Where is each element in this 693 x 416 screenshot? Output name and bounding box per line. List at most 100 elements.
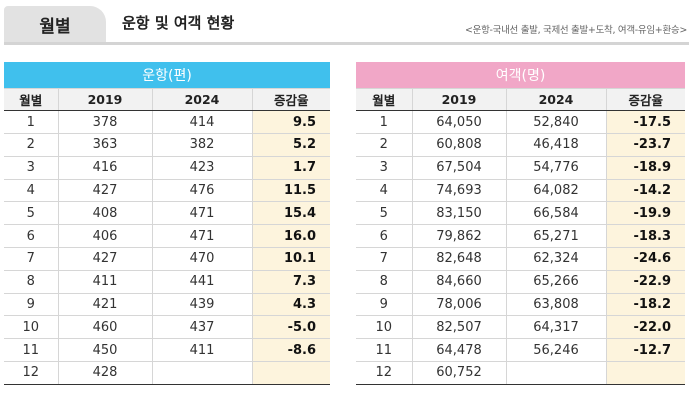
month-cell: 4 (4, 179, 58, 203)
value-2019-cell: 84,660 (411, 270, 506, 294)
table-row: 6 79,862 65,271 -18.3 (356, 224, 686, 249)
value-2024-cell: 471 (151, 224, 252, 249)
month-cell: 7 (4, 247, 58, 271)
column-header-change-rate: 증감율 (251, 88, 331, 112)
value-2024-cell: 423 (151, 156, 252, 180)
month-cell: 8 (4, 270, 58, 294)
table-row: 11 64,478 56,246 -12.7 (356, 338, 686, 363)
month-cell: 9 (4, 293, 58, 317)
value-2019-cell: 67,504 (411, 156, 506, 180)
change-rate-cell: -22.0 (605, 315, 686, 340)
value-2024-cell: 46,418 (505, 133, 606, 157)
value-2019-cell: 427 (57, 247, 152, 271)
value-2024-cell: 414 (151, 110, 252, 135)
value-2019-cell: 408 (57, 201, 152, 226)
value-2019-cell: 427 (57, 179, 152, 203)
change-rate-cell: 9.5 (251, 110, 331, 135)
value-2019-cell: 64,478 (411, 338, 506, 363)
table-row: 11 450 411 -8.6 (4, 338, 331, 363)
month-cell: 6 (4, 224, 58, 249)
table-row: 1 378 414 9.5 (4, 110, 331, 135)
month-cell: 10 (356, 315, 412, 340)
value-2019-cell: 363 (57, 133, 152, 157)
month-cell: 12 (4, 361, 58, 385)
value-2024-cell: 439 (151, 293, 252, 317)
column-header-2024: 2024 (505, 88, 606, 112)
value-2024-cell: 66,584 (505, 201, 606, 226)
value-2024-cell: 63,808 (505, 293, 606, 317)
value-2019-cell: 83,150 (411, 201, 506, 226)
passengers-table-title: 여객(명) (356, 62, 686, 89)
change-rate-cell: -19.9 (605, 201, 686, 226)
value-2019-cell: 378 (57, 110, 152, 135)
change-rate-cell: 11.5 (251, 179, 331, 203)
table-row: 8 84,660 65,266 -22.9 (356, 270, 686, 294)
change-rate-cell: -5.0 (251, 315, 331, 340)
table-row: 10 460 437 -5.0 (4, 315, 331, 340)
value-2019-cell: 460 (57, 315, 152, 340)
value-2024-cell: 382 (151, 133, 252, 157)
value-2019-cell: 60,808 (411, 133, 506, 157)
change-rate-cell: 1.7 (251, 156, 331, 180)
column-header-change-rate: 증감율 (605, 88, 686, 112)
value-2019-cell: 450 (57, 338, 152, 363)
table-row: 3 67,504 54,776 -18.9 (356, 156, 686, 180)
month-cell: 11 (356, 338, 412, 363)
value-2024-cell: 437 (151, 315, 252, 340)
column-header-2019: 2019 (57, 88, 152, 112)
value-2024-cell: 64,317 (505, 315, 606, 340)
value-2024-cell: 56,246 (505, 338, 606, 363)
scope-note: <운항-국내선 출발, 국제선 출발+도착, 여객-유임+환승> (464, 25, 687, 36)
value-2019-cell: 411 (57, 270, 152, 294)
table-row: 7 427 470 10.1 (4, 247, 331, 271)
value-2019-cell: 421 (57, 293, 152, 317)
value-2019-cell: 78,006 (411, 293, 506, 317)
table-row: 4 427 476 11.5 (4, 179, 331, 203)
month-cell: 12 (356, 361, 412, 385)
value-2024-cell: 52,840 (505, 110, 606, 135)
value-2019-cell: 79,862 (411, 224, 506, 249)
month-cell: 3 (356, 156, 412, 180)
column-header-month: 월별 (356, 88, 412, 112)
month-cell: 6 (356, 224, 412, 249)
value-2024-cell (151, 361, 252, 385)
table-row: 3 416 423 1.7 (4, 156, 331, 180)
section-header: 월별 운항 및 여객 현황 <운항-국내선 출발, 국제선 출발+도착, 여객-… (0, 0, 693, 46)
change-rate-cell: -8.6 (251, 338, 331, 363)
value-2024-cell: 65,266 (505, 270, 606, 294)
value-2019-cell: 64,050 (411, 110, 506, 135)
table-row: 12 60,752 (356, 361, 686, 385)
change-rate-cell: 10.1 (251, 247, 331, 271)
month-cell: 5 (4, 201, 58, 226)
month-cell: 9 (356, 293, 412, 317)
change-rate-cell: 4.3 (251, 293, 331, 317)
month-cell: 3 (4, 156, 58, 180)
value-2019-cell: 406 (57, 224, 152, 249)
value-2019-cell: 74,693 (411, 179, 506, 203)
change-rate-cell: 16.0 (251, 224, 331, 249)
page-title: 운항 및 여객 현황 (122, 14, 235, 32)
month-cell: 1 (4, 110, 58, 135)
change-rate-cell: -18.2 (605, 293, 686, 317)
flights-table: 운항(편) 월별 2019 2024 증감율 1 378 414 9.5 2 363 382… (4, 62, 331, 385)
change-rate-cell: -12.7 (605, 338, 686, 363)
change-rate-cell: -23.7 (605, 133, 686, 157)
table-row: 8 411 441 7.3 (4, 270, 331, 294)
table-row: 2 363 382 5.2 (4, 133, 331, 157)
change-rate-cell: 15.4 (251, 201, 331, 226)
value-2024-cell: 471 (151, 201, 252, 226)
table-row: 12 428 (4, 361, 331, 385)
value-2019-cell: 82,507 (411, 315, 506, 340)
change-rate-cell: -18.3 (605, 224, 686, 249)
month-cell: 4 (356, 179, 412, 203)
table-row: 5 83,150 66,584 -19.9 (356, 201, 686, 226)
table-row: 10 82,507 64,317 -22.0 (356, 315, 686, 340)
month-cell: 10 (4, 315, 58, 340)
month-cell: 11 (4, 338, 58, 363)
value-2024-cell: 470 (151, 247, 252, 271)
value-2024-cell: 65,271 (505, 224, 606, 249)
flights-table-title: 운항(편) (4, 62, 331, 89)
column-header-2019: 2019 (411, 88, 506, 112)
value-2024-cell: 54,776 (505, 156, 606, 180)
change-rate-cell: 5.2 (251, 133, 331, 157)
